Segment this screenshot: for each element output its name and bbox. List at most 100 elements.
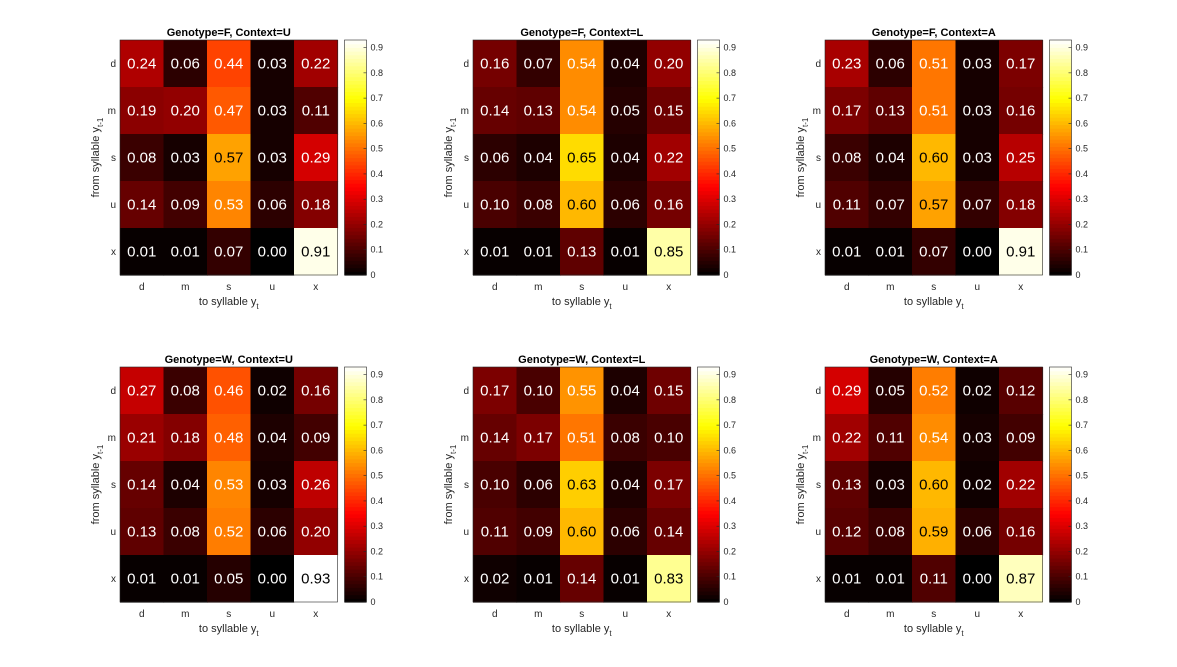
heatmap-cell — [120, 40, 165, 88]
cell-value-label: 0.13 — [832, 477, 861, 494]
heatmap-cell — [603, 40, 648, 88]
colorbar-segment — [344, 227, 367, 232]
x-tick-label: d — [844, 609, 850, 620]
heatmap-cell — [647, 181, 692, 229]
cell-value-label: 0.01 — [524, 571, 553, 588]
colorbar-segment — [1049, 216, 1072, 221]
colorbar-segment — [697, 54, 720, 59]
cell-value-label: 0.10 — [480, 197, 509, 214]
cell-value-label: 0.16 — [301, 383, 330, 400]
colorbar-segment — [344, 436, 367, 442]
heatmap-cell — [825, 134, 870, 182]
panel-title: Genotype=W, Context=U — [165, 354, 293, 366]
colorbar-tick-label: 0.5 — [724, 144, 737, 154]
colorbar-segment — [697, 271, 720, 276]
colorbar-tick-label: 0.5 — [1076, 144, 1089, 154]
colorbar-frame — [344, 39, 367, 276]
colorbar-segment — [1049, 561, 1072, 566]
cell-value-label: 0.20 — [301, 524, 330, 541]
colorbar-segment — [1049, 594, 1072, 599]
cell-value-label: 0.60 — [567, 524, 596, 541]
colorbar-tick-label: 0.8 — [371, 68, 384, 78]
colorbar-segment — [697, 135, 720, 140]
colorbar-tick-label: 0.1 — [1076, 245, 1089, 255]
colorbar-segment — [344, 256, 367, 261]
colorbar-segment — [344, 252, 367, 258]
cell-value-label: 0.09 — [1006, 430, 1035, 447]
colorbar-segment — [697, 422, 720, 427]
colorbar-tick-label: 0.7 — [724, 93, 737, 103]
x-axis-label-subscript: t — [961, 302, 964, 311]
colorbar-segment — [1049, 407, 1072, 412]
colorbar-segment — [697, 47, 720, 52]
colorbar-segment — [1049, 157, 1072, 162]
y-axis-label-subscript: t-1 — [96, 117, 105, 127]
colorbar-segment — [344, 521, 367, 526]
colorbar-frame — [1049, 39, 1072, 276]
colorbar-segment — [697, 568, 720, 574]
heatmap-cell — [912, 40, 957, 88]
colorbar-segment — [344, 128, 367, 133]
colorbar-segment — [1049, 381, 1072, 386]
colorbar-segment — [697, 396, 720, 401]
colorbar-segment — [697, 87, 720, 93]
colorbar-segment — [344, 131, 367, 137]
colorbar-segment — [344, 418, 367, 423]
colorbar-tick-label: 0 — [1076, 270, 1081, 280]
y-axis-label-subscript: t-1 — [801, 117, 810, 127]
x-tick-label: m — [886, 609, 894, 620]
colorbar-segment — [1049, 95, 1072, 100]
colorbar-segment — [344, 528, 367, 533]
colorbar-segment — [697, 374, 720, 379]
cell-value-label: 0.13 — [524, 103, 553, 120]
y-tick-label: u — [815, 200, 821, 211]
heatmap-cell — [955, 134, 1000, 182]
colorbar-segment — [697, 385, 720, 390]
colorbar-segment — [1049, 161, 1072, 166]
colorbar-segment — [344, 260, 367, 265]
cell-value-label: 0.04 — [611, 56, 640, 73]
y-axis-label: from syllable yt-1 — [443, 444, 458, 524]
colorbar-segment — [697, 43, 720, 48]
colorbar-tick-label: 0.4 — [371, 496, 384, 506]
y-axis-label: from syllable yt-1 — [795, 117, 810, 197]
colorbar-segment — [344, 407, 367, 412]
cell-value-label: 0.00 — [963, 571, 992, 588]
cell-value-label: 0.93 — [301, 571, 330, 588]
colorbar-segment — [344, 378, 367, 383]
colorbar-segment — [344, 590, 367, 596]
colorbar-segment — [344, 80, 367, 85]
colorbar-segment — [344, 447, 367, 453]
colorbar-segment — [344, 212, 367, 217]
y-tick-label: s — [816, 480, 821, 491]
cell-value-label: 0.04 — [611, 150, 640, 167]
colorbar-segment — [1049, 245, 1072, 250]
cell-value-label: 0.91 — [1006, 244, 1035, 261]
x-axis-label-subscript: t — [609, 302, 612, 311]
cell-value-label: 0.54 — [567, 56, 596, 73]
heatmap-cell — [560, 367, 605, 415]
y-axis-label: from syllable yt-1 — [443, 117, 458, 197]
colorbar-segment — [697, 216, 720, 221]
colorbar-tick-label: 0.3 — [724, 194, 737, 204]
colorbar-segment — [1049, 557, 1072, 563]
cell-value-label: 0.16 — [480, 56, 509, 73]
colorbar-segment — [344, 488, 367, 493]
colorbar-tick-label: 0.7 — [1076, 420, 1089, 430]
x-axis-label-subscript: t — [961, 629, 964, 638]
heatmap-cell — [955, 555, 1000, 603]
colorbar-tick-label: 0.5 — [371, 144, 384, 154]
cell-value-label: 0.08 — [524, 197, 553, 214]
colorbar-segment — [1049, 484, 1072, 489]
colorbar-segment — [344, 414, 367, 420]
colorbar-segment — [1049, 488, 1072, 493]
colorbar-segment — [697, 561, 720, 566]
colorbar-segment — [344, 385, 367, 390]
cell-value-label: 0.13 — [567, 244, 596, 261]
colorbar-tick-label: 0.3 — [371, 521, 384, 531]
colorbar-segment — [1049, 392, 1072, 397]
colorbar-segment — [1049, 69, 1072, 74]
colorbar-tick-label: 0.3 — [1076, 194, 1089, 204]
colorbar-segment — [344, 425, 367, 431]
colorbar-segment — [1049, 80, 1072, 85]
